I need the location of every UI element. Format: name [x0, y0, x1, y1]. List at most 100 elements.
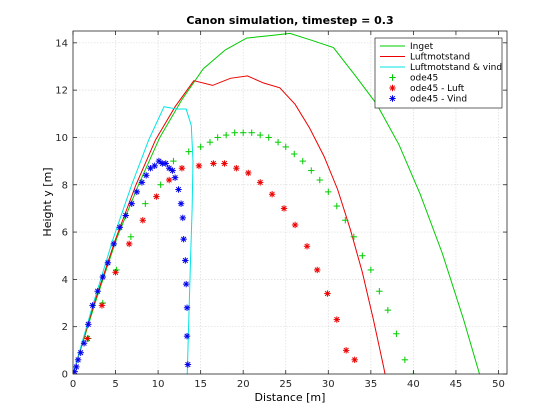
legend-entry-ode45: ode45	[389, 74, 438, 84]
data-point	[162, 160, 169, 167]
data-point	[248, 129, 255, 136]
data-point	[110, 240, 118, 248]
series-ode45-luft	[84, 160, 358, 364]
data-point	[127, 233, 135, 240]
series-line-luftmotstand-vind	[73, 106, 194, 374]
plot-frame	[72, 30, 508, 375]
series-luftmotstand	[73, 75, 386, 374]
data-point	[180, 235, 187, 243]
data-point	[142, 172, 150, 179]
data-point	[210, 160, 217, 167]
data-point	[333, 316, 341, 323]
series-layer	[73, 32, 481, 374]
x-tick-label: 30	[322, 379, 335, 390]
data-point	[257, 179, 264, 186]
legend-label: Luftmotstand	[410, 53, 470, 63]
data-point	[314, 266, 321, 274]
data-point	[195, 162, 203, 170]
y-tick-label: 14	[55, 38, 68, 49]
data-point	[99, 273, 106, 281]
data-point	[171, 174, 179, 181]
data-point	[268, 191, 276, 198]
series-line-luftmotstand	[73, 75, 386, 374]
data-point	[303, 243, 311, 250]
data-point	[359, 252, 366, 259]
data-point	[178, 165, 186, 172]
data-point	[183, 304, 191, 311]
data-point	[169, 167, 176, 174]
data-point	[98, 302, 106, 309]
x-tick-label: 10	[152, 379, 165, 390]
data-point	[265, 134, 272, 141]
data-point	[376, 288, 383, 295]
data-point	[384, 306, 392, 314]
data-point	[324, 290, 331, 297]
data-point	[104, 259, 112, 267]
data-point	[177, 200, 185, 207]
data-point	[73, 363, 80, 371]
data-point	[316, 176, 323, 184]
series-inget	[73, 32, 481, 374]
data-point	[299, 157, 306, 165]
series-line-inget	[73, 32, 481, 374]
data-point	[179, 214, 186, 222]
data-point	[170, 157, 177, 165]
data-point	[116, 224, 124, 231]
data-point	[165, 176, 173, 184]
x-tick-label: 15	[194, 379, 207, 390]
data-point	[74, 356, 82, 364]
data-point	[153, 193, 160, 200]
data-point	[401, 356, 409, 364]
data-point	[280, 205, 288, 212]
y-tick-label: 10	[55, 133, 68, 144]
data-point	[325, 188, 332, 196]
y-tick-label: 12	[55, 86, 68, 97]
data-point	[157, 181, 164, 188]
data-point	[89, 302, 96, 309]
data-point	[155, 157, 163, 165]
data-point	[77, 349, 84, 356]
legend-entry-ode45-luft: ode45 - Luft	[389, 84, 465, 94]
data-point	[112, 269, 119, 276]
legend-label: Luftmotstand & vind	[410, 63, 502, 73]
x-tick-label: 40	[407, 379, 420, 390]
data-point	[125, 240, 133, 248]
data-point	[151, 162, 158, 170]
legend-label: Inget	[410, 42, 434, 52]
data-point	[274, 138, 282, 146]
series-luftmotstand-vind	[73, 106, 194, 374]
data-point	[84, 335, 91, 342]
data-point	[165, 165, 173, 172]
data-point	[367, 266, 375, 274]
data-point	[142, 200, 149, 207]
data-point	[291, 221, 299, 229]
data-point	[282, 143, 289, 151]
data-point	[342, 217, 349, 224]
y-tick-label: 6	[62, 228, 68, 239]
legend-label: ode45	[410, 74, 438, 84]
data-point	[122, 212, 129, 219]
legend-swatch	[389, 84, 396, 92]
data-point	[175, 186, 182, 193]
data-point	[183, 332, 191, 340]
legend-label: ode45 - Luft	[410, 84, 465, 94]
x-tick-label: 50	[492, 379, 505, 390]
x-tick-label: 25	[279, 379, 292, 390]
legend-label: ode45 - Vind	[410, 95, 467, 105]
data-point	[184, 361, 192, 368]
y-tick-label: 2	[62, 322, 68, 333]
data-point	[342, 347, 350, 354]
y-axis-label: Height y [m]	[41, 167, 54, 236]
data-point	[182, 280, 190, 288]
legend-swatch	[389, 74, 396, 81]
legend-entry-inget: Inget	[380, 42, 434, 52]
data-point	[350, 233, 358, 240]
legend-entry-luftmotstand: Luftmotstand	[380, 53, 470, 63]
data-point	[233, 165, 240, 172]
y-tick-label: 8	[62, 180, 68, 191]
data-point	[222, 131, 230, 139]
data-point	[80, 340, 88, 347]
data-point	[128, 200, 135, 207]
legend-box	[374, 37, 503, 109]
